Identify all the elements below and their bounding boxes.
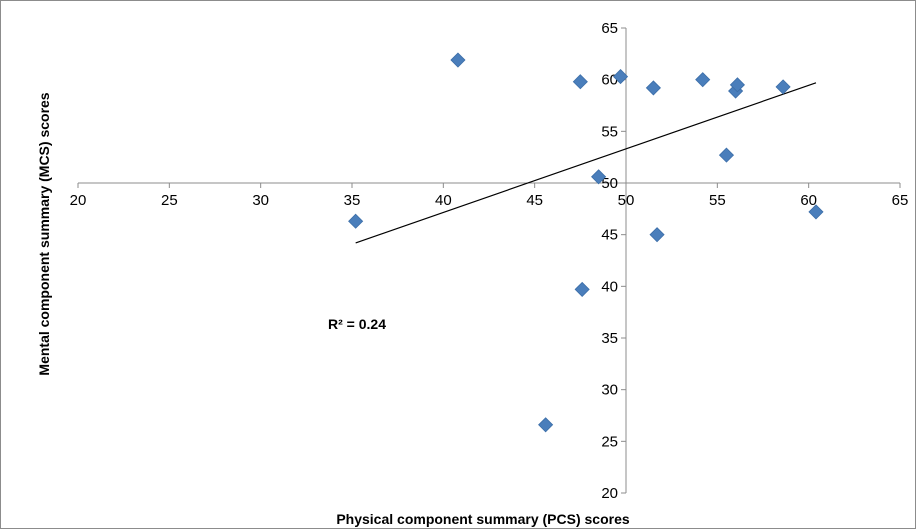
data-point — [538, 417, 554, 433]
data-point — [718, 147, 735, 163]
y-tick-label: 20 — [601, 485, 618, 502]
x-tick-label: 55 — [709, 192, 726, 209]
x-tick-label: 60 — [800, 192, 817, 209]
data-point — [729, 77, 745, 93]
x-tick-label: 25 — [161, 192, 178, 209]
data-point — [572, 74, 588, 90]
data-point — [645, 80, 661, 96]
y-tick-label: 40 — [601, 278, 618, 295]
data-point — [808, 204, 824, 220]
x-axis-title: Physical component summary (PCS) scores — [336, 511, 630, 527]
y-tick-label: 30 — [601, 382, 618, 399]
trendline-group — [355, 82, 817, 244]
y-tick-label: 55 — [601, 123, 618, 140]
x-tick-label: 20 — [70, 192, 87, 209]
x-tick-label: 45 — [526, 192, 543, 209]
data-point — [612, 69, 629, 85]
data-point — [695, 72, 711, 88]
data-point — [348, 213, 364, 229]
r-squared-label: R² = 0.24 — [328, 316, 386, 332]
data-point — [649, 227, 665, 243]
y-tick-label: 25 — [601, 433, 618, 450]
trendline — [355, 82, 817, 244]
data-point — [591, 169, 607, 185]
x-tick-label: 35 — [344, 192, 361, 209]
data-points — [348, 52, 824, 433]
x-tick-label: 40 — [435, 192, 452, 209]
x-tick-label: 50 — [618, 192, 635, 209]
y-tick-label: 35 — [601, 330, 618, 347]
y-axis-title: Mental component summary (MCS) scores — [36, 92, 52, 375]
data-point — [775, 79, 791, 95]
y-tick-label: 65 — [601, 20, 618, 37]
x-tick-label: 30 — [252, 192, 269, 209]
axes — [77, 27, 901, 494]
data-point — [574, 281, 590, 297]
y-tick-label: 45 — [601, 227, 618, 244]
data-point — [450, 52, 466, 68]
x-tick-label: 65 — [892, 192, 909, 209]
y-tick-label: 50 — [601, 175, 618, 192]
